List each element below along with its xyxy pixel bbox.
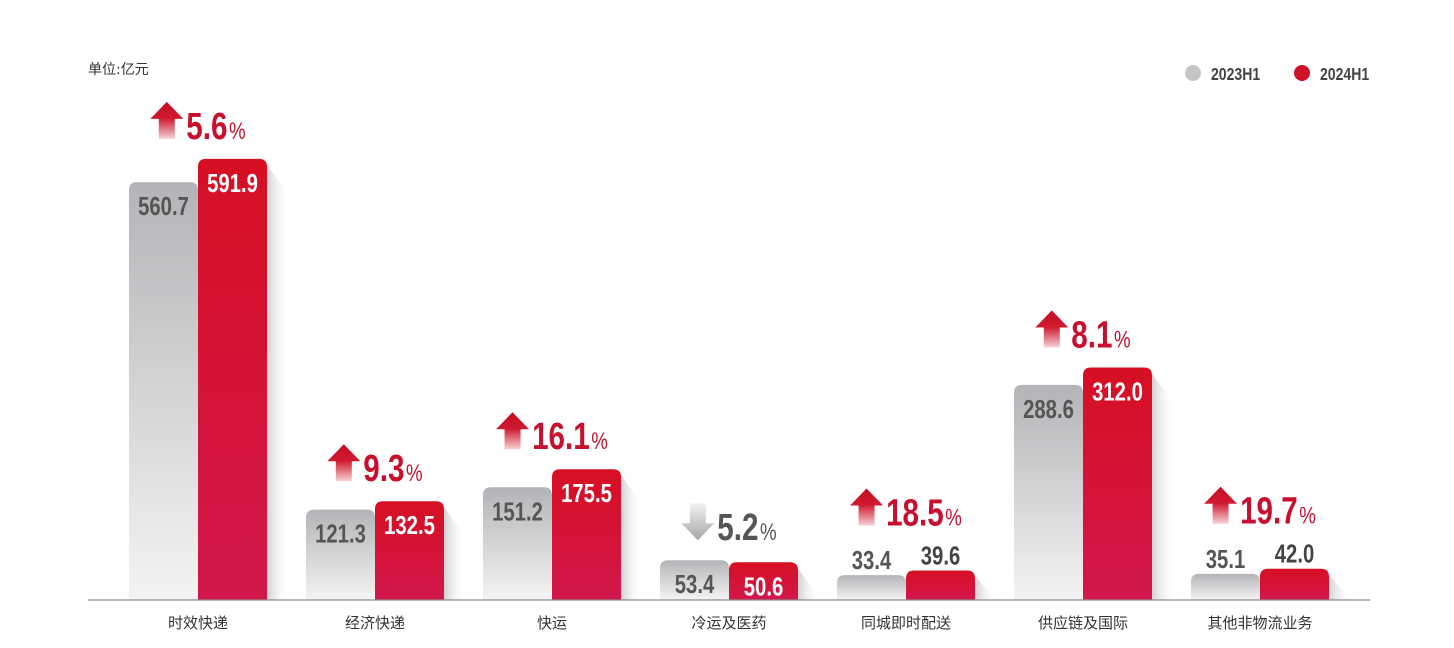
growth-unit: % [406, 460, 423, 487]
value-label-2024h1: 42.0 [1275, 539, 1314, 568]
bar-shadow [1329, 574, 1351, 600]
category-group: 33.4 39.6 同城即时配送 18.5% [837, 488, 997, 632]
bar-shadow [621, 475, 643, 600]
growth-unit: % [760, 519, 777, 546]
category-group: 35.1 42.0 其他非物流业务 19.7% [1191, 486, 1351, 632]
growth-value: 9.3% [363, 448, 422, 490]
growth-value: 5.6% [186, 105, 245, 147]
value-label-2023h1: 33.4 [852, 546, 891, 575]
legend-item-2023h1: 2023H1 [1185, 64, 1260, 84]
category-label: 其他非物流业务 [1207, 614, 1312, 632]
category-label: 时效快递 [168, 614, 228, 632]
growth-annotation: 19.7% [1204, 486, 1316, 533]
category-group: 288.6 312.0 供应链及国际 8.1% [1014, 310, 1174, 632]
category-label: 供应链及国际 [1038, 614, 1128, 632]
category-group: 560.7 591.9 时效快递 5.6% [129, 101, 289, 632]
up-arrow-icon [327, 444, 361, 482]
unit-label: 单位:亿元 [88, 62, 149, 78]
legend: 2023H1 2024H1 [1185, 64, 1369, 84]
growth-number: 19.7 [1240, 490, 1298, 532]
growth-annotation: 8.1% [1035, 310, 1131, 356]
growth-number: 8.1 [1071, 314, 1112, 356]
growth-number: 9.3 [363, 448, 404, 490]
growth-unit: % [1299, 503, 1316, 530]
up-arrow-icon [150, 101, 184, 139]
legend-label-2024h1: 2024H1 [1320, 64, 1369, 84]
bar-2024h1 [1260, 568, 1329, 600]
value-label-2023h1: 151.2 [492, 497, 543, 526]
bar-2024h1 [906, 570, 975, 600]
bar-shadow [444, 507, 466, 600]
up-arrow-icon [1204, 486, 1238, 524]
bar-2024h1 [729, 562, 798, 600]
bar-2024h1 [552, 469, 621, 600]
bar-2023h1 [1191, 573, 1260, 600]
value-label-2023h1: 560.7 [138, 192, 189, 221]
category-label: 同城即时配送 [861, 614, 951, 632]
value-label-2023h1: 121.3 [315, 519, 366, 548]
growth-value: 16.1% [532, 416, 608, 458]
bar-shadow [798, 568, 820, 600]
value-label-2023h1: 288.6 [1023, 394, 1074, 423]
legend-label-2023h1: 2023H1 [1211, 64, 1260, 84]
value-label-2024h1: 50.6 [744, 572, 783, 601]
legend-marker-2023h1 [1185, 65, 1201, 81]
growth-annotation: 5.2% [681, 503, 777, 549]
value-label-2024h1: 591.9 [207, 168, 258, 197]
growth-annotation: 16.1% [496, 412, 608, 458]
growth-number: 16.1 [532, 416, 590, 458]
value-label-2024h1: 175.5 [561, 479, 612, 508]
bar-2024h1 [375, 501, 444, 600]
growth-unit: % [229, 118, 246, 145]
value-label-2023h1: 53.4 [675, 570, 714, 599]
bar-shadow [267, 164, 289, 601]
growth-unit: % [1114, 326, 1131, 353]
category-group: 121.3 132.5 经济快递 9.3% [306, 444, 466, 632]
value-label-2024h1: 39.6 [921, 541, 960, 570]
legend-marker-2024h1 [1294, 65, 1310, 81]
growth-number: 18.5 [886, 492, 944, 534]
growth-number: 5.2 [717, 507, 758, 549]
growth-value: 5.2% [717, 507, 776, 549]
up-arrow-icon [496, 412, 530, 450]
growth-annotation: 18.5% [850, 488, 962, 534]
growth-unit: % [945, 504, 962, 531]
bar-2023h1 [837, 575, 906, 600]
value-label-2024h1: 132.5 [384, 511, 435, 540]
bar-2023h1 [1014, 384, 1083, 600]
growth-number: 5.6 [186, 105, 227, 147]
growth-value: 8.1% [1071, 314, 1130, 356]
growth-value: 18.5% [886, 492, 962, 534]
bar-shadow [1152, 373, 1174, 600]
bar-shadow [975, 576, 997, 600]
up-arrow-icon [850, 488, 884, 526]
growth-annotation: 5.6% [150, 101, 246, 148]
growth-unit: % [591, 428, 608, 455]
category-label: 经济快递 [345, 614, 405, 632]
bar-2023h1 [483, 487, 552, 600]
bar-2023h1 [306, 509, 375, 600]
value-label-2023h1: 35.1 [1206, 544, 1245, 573]
bar-2023h1 [660, 560, 729, 600]
growth-annotation: 9.3% [327, 444, 423, 490]
bar-2024h1 [198, 158, 267, 601]
category-label: 冷运及医药 [691, 614, 766, 632]
category-label: 快运 [537, 614, 567, 632]
growth-value: 19.7% [1240, 490, 1316, 532]
legend-item-2024h1: 2024H1 [1294, 64, 1369, 84]
category-group: 53.4 50.6 冷运及医药 5.2% [660, 503, 820, 632]
category-group: 151.2 175.5 快运 16.1% [483, 412, 643, 632]
bar-2024h1 [1083, 367, 1152, 600]
down-arrow-icon [681, 503, 715, 541]
bar-2023h1 [129, 182, 198, 600]
value-label-2024h1: 312.0 [1092, 377, 1143, 406]
up-arrow-icon [1035, 310, 1069, 348]
